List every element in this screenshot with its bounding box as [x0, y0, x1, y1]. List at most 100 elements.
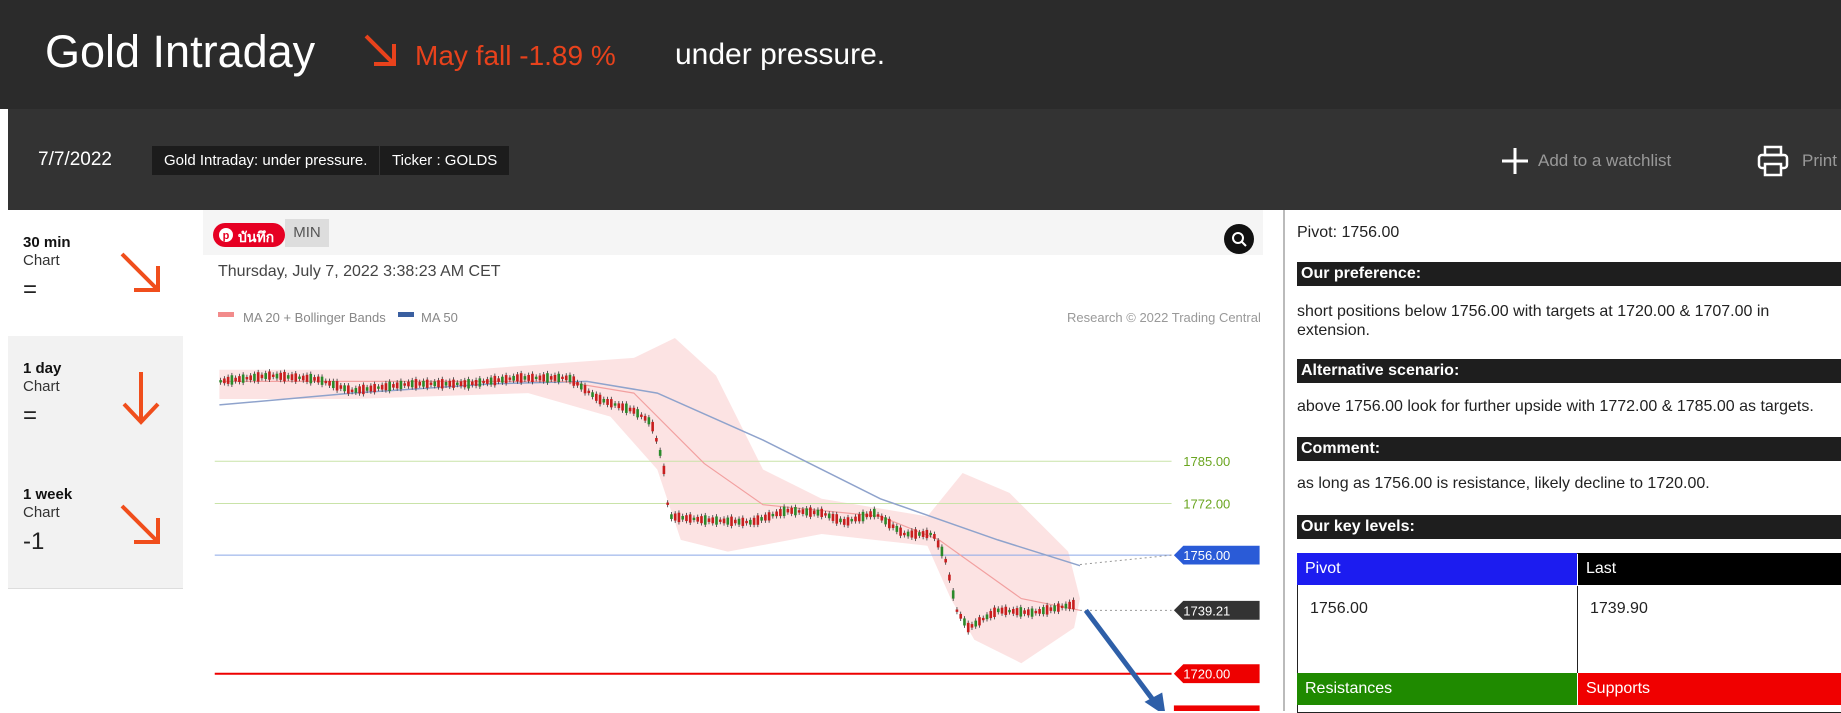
print-icon[interactable]	[1756, 144, 1790, 178]
candle-body	[749, 519, 752, 525]
candle-body	[760, 517, 763, 521]
candle-body	[230, 375, 234, 385]
candle-body	[1023, 610, 1026, 614]
candle-body	[576, 382, 579, 386]
legend-swatch	[398, 312, 414, 317]
period-button[interactable]: MIN	[285, 219, 329, 247]
candle-body	[640, 414, 643, 417]
candle-body	[335, 381, 339, 391]
header: Gold Intraday May fall -1.89 % under pre…	[0, 0, 1841, 109]
candle-body	[399, 380, 403, 390]
candle-body	[1060, 605, 1064, 609]
candle-body	[238, 376, 241, 383]
level-label: 1739.21	[1183, 603, 1230, 618]
column-header: Pivot	[1297, 553, 1577, 585]
candle-body	[369, 385, 373, 392]
print-button[interactable]: Print	[1802, 151, 1837, 170]
candle-body	[459, 381, 463, 387]
candle-body	[700, 516, 703, 524]
candle-body	[410, 380, 414, 388]
candle-body	[1049, 607, 1053, 611]
candle-body	[362, 384, 365, 395]
candle-body	[583, 385, 587, 394]
candle-body	[1068, 601, 1071, 609]
candle-body	[380, 384, 384, 390]
candle-body	[726, 517, 730, 525]
divider	[1283, 210, 1285, 711]
candle-body	[298, 376, 301, 379]
candle-body	[455, 382, 459, 385]
candle-body	[745, 520, 748, 524]
candle-body	[703, 515, 707, 525]
status: -1	[23, 528, 45, 555]
candle-body	[294, 373, 298, 382]
watchlist-button[interactable]: Add to a watchlist	[1538, 151, 1672, 170]
candle-body	[1030, 608, 1034, 617]
label: Chart	[23, 504, 60, 521]
candle-body	[910, 530, 914, 538]
subtitle: under pressure.	[675, 38, 886, 71]
candle-body	[497, 378, 500, 382]
status: =	[23, 276, 38, 303]
candle-body	[655, 437, 658, 442]
candle-body	[579, 383, 583, 390]
arrow-icon	[120, 252, 160, 292]
candle-body	[268, 371, 271, 380]
save-label: บันทึก	[238, 229, 275, 245]
section-text: above 1756.00 look for further upside wi…	[1297, 398, 1814, 415]
candle-body	[594, 393, 598, 401]
candle-body	[365, 387, 369, 391]
timeframe-card[interactable]: 1 day Chart =	[8, 336, 183, 463]
candle-body	[354, 387, 358, 393]
candle-body	[996, 608, 1000, 613]
candle-body	[681, 516, 684, 520]
column-header: Resistances	[1297, 673, 1577, 705]
plus-icon[interactable]	[1500, 146, 1530, 176]
candle-body	[219, 380, 222, 383]
candle-body	[283, 371, 286, 382]
candle-body	[347, 385, 350, 394]
candle-body	[842, 518, 846, 525]
candle-body	[779, 509, 782, 517]
timeframe-card[interactable]: 30 min Chart =	[8, 210, 183, 336]
pivot: Pivot: 1756.00	[1297, 224, 1400, 241]
candle-body	[824, 513, 827, 516]
candle-body	[610, 399, 613, 408]
arrow-icon	[122, 372, 160, 425]
candle-body	[440, 379, 444, 389]
candle-body	[523, 376, 527, 380]
candle-body	[872, 508, 876, 518]
candle-body	[948, 574, 951, 581]
timeframe-card[interactable]: 1 week Chart -1	[8, 462, 183, 589]
tag: Gold Intraday: under pressure.	[152, 146, 380, 175]
tag: Ticker : GOLDS	[380, 146, 510, 175]
candle-body	[692, 517, 696, 521]
candle-body	[696, 516, 700, 522]
candle-body	[377, 386, 380, 389]
candle-body	[512, 375, 515, 381]
candle-body	[256, 372, 260, 382]
candle-body	[771, 513, 775, 517]
candle-body	[730, 516, 733, 526]
cell: 1739.90	[1590, 600, 1648, 617]
timestamp: Thursday, July 7, 2022 3:38:23 AM CET	[218, 263, 501, 280]
candle-body	[395, 382, 399, 389]
arrow-icon	[120, 504, 160, 544]
candle-body	[782, 506, 786, 517]
zoom-button[interactable]	[1223, 223, 1255, 255]
candle-body	[666, 502, 669, 505]
candle-body	[414, 379, 418, 389]
candle-body	[429, 382, 433, 385]
trend-arrow	[364, 34, 396, 66]
candle-body	[891, 524, 895, 529]
candle-body	[1008, 609, 1011, 613]
candle-body	[332, 381, 335, 389]
candle-body	[350, 389, 354, 392]
candle-body	[527, 374, 530, 381]
candle-body	[444, 381, 448, 386]
candle-body	[651, 421, 654, 432]
candle-body	[1064, 603, 1068, 609]
candle-body	[966, 622, 970, 633]
candle-body	[313, 377, 316, 381]
